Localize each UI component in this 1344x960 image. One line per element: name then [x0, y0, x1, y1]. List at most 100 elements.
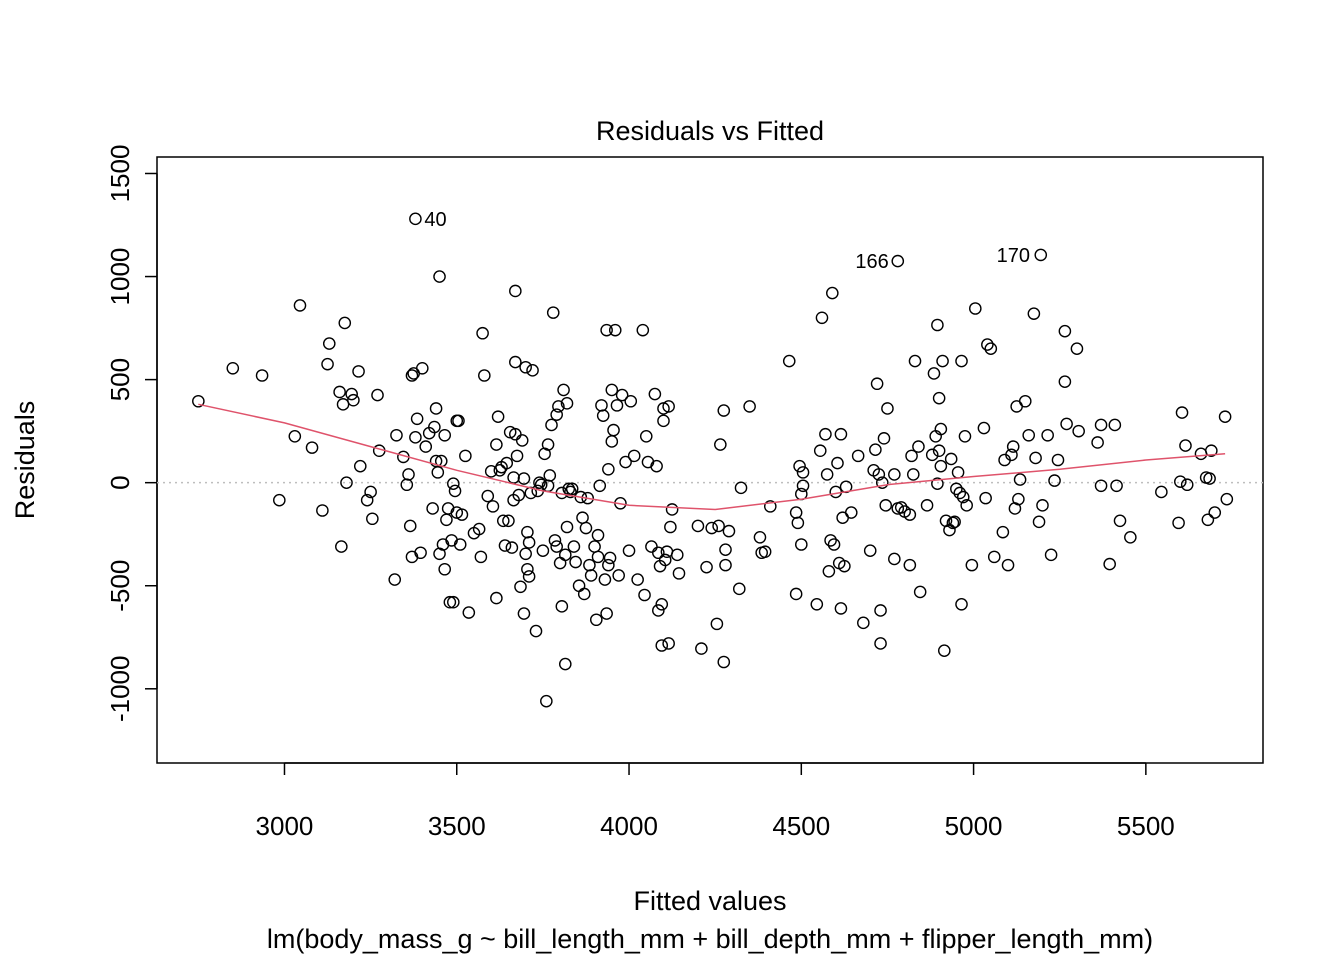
data-point	[660, 545, 674, 559]
data-point	[1110, 479, 1123, 493]
data-point	[273, 493, 286, 507]
data-point	[403, 519, 417, 533]
data-point	[877, 432, 891, 445]
data-point	[338, 316, 352, 330]
lowess-curve	[198, 403, 1226, 511]
data-point	[734, 481, 748, 495]
data-point	[851, 449, 865, 463]
data-point	[550, 540, 563, 553]
data-point	[1108, 418, 1122, 432]
data-point	[931, 477, 944, 491]
data-point	[574, 490, 588, 504]
data-point	[591, 528, 605, 542]
data-point	[955, 354, 968, 368]
data-point	[1058, 375, 1072, 388]
data-point	[509, 427, 522, 441]
data-point	[1034, 248, 1048, 262]
data-point	[1072, 424, 1085, 438]
data-point	[519, 547, 532, 561]
data-point	[496, 514, 510, 528]
data-point	[831, 456, 844, 470]
data-point	[416, 361, 429, 375]
data-point	[951, 466, 965, 479]
data-point	[305, 441, 319, 454]
data-point	[553, 556, 567, 570]
data-point	[987, 550, 1001, 564]
data-point	[912, 440, 925, 453]
x-axis-title: Fitted values	[633, 886, 786, 916]
data-point	[255, 369, 269, 382]
data-point	[560, 520, 574, 534]
data-point	[719, 558, 732, 572]
data-point	[826, 286, 839, 300]
data-point	[336, 398, 350, 411]
y-tick-label: -500	[105, 560, 135, 612]
data-point	[543, 469, 557, 482]
data-point	[710, 617, 724, 631]
data-point	[879, 499, 893, 512]
x-tick-label: 4500	[772, 811, 830, 841]
data-point	[536, 544, 550, 557]
data-point	[481, 489, 495, 503]
data-point	[955, 597, 968, 611]
data-point	[322, 337, 336, 350]
data-point	[459, 449, 472, 463]
data-point	[655, 597, 669, 611]
data-point	[567, 540, 581, 553]
data-point	[650, 459, 663, 473]
y-tick-label: 1500	[105, 145, 135, 203]
data-point	[522, 570, 536, 583]
data-point	[502, 514, 515, 528]
data-point	[874, 637, 887, 650]
data-point	[979, 491, 992, 505]
data-point	[1013, 473, 1027, 486]
data-point	[958, 429, 972, 443]
data-point	[448, 484, 462, 498]
data-point	[965, 558, 979, 572]
data-point	[431, 466, 445, 479]
data-point	[705, 521, 719, 535]
point-labels: 40 166 170	[424, 209, 1030, 273]
data-point	[509, 284, 522, 298]
data-point	[474, 550, 488, 564]
data-point	[1036, 499, 1049, 512]
data-point	[1208, 506, 1222, 519]
data-point	[321, 357, 334, 371]
data-point	[410, 412, 424, 426]
data-point	[589, 613, 603, 627]
data-point	[638, 588, 651, 602]
data-point	[333, 385, 346, 399]
data-point	[1032, 515, 1046, 529]
data-point	[533, 476, 546, 489]
data-point	[903, 508, 917, 521]
data-point	[600, 323, 613, 337]
data-point	[1103, 557, 1116, 571]
data-point	[648, 387, 662, 401]
data-point	[712, 519, 725, 533]
data-point	[226, 361, 240, 375]
data-point	[810, 597, 824, 611]
data-point	[789, 506, 803, 519]
residual-points	[192, 212, 1234, 708]
data-point	[546, 306, 560, 319]
data-point	[526, 364, 539, 377]
data-point	[1174, 475, 1187, 488]
data-point	[1113, 514, 1127, 528]
data-point	[652, 546, 665, 560]
data-point	[1194, 447, 1208, 461]
x-tick-label: 3000	[256, 811, 314, 841]
data-point	[946, 516, 960, 530]
data-point	[932, 444, 946, 458]
data-point	[615, 388, 629, 402]
data-point	[1048, 474, 1061, 487]
chart-title: Residuals vs Fitted	[596, 116, 824, 146]
data-point	[1155, 485, 1168, 499]
data-point	[796, 466, 810, 479]
data-point	[836, 511, 849, 525]
data-point	[405, 369, 419, 382]
data-point	[591, 550, 605, 564]
data-point	[605, 383, 619, 397]
data-point	[515, 434, 529, 447]
data-point	[636, 323, 650, 337]
data-point	[700, 560, 713, 574]
